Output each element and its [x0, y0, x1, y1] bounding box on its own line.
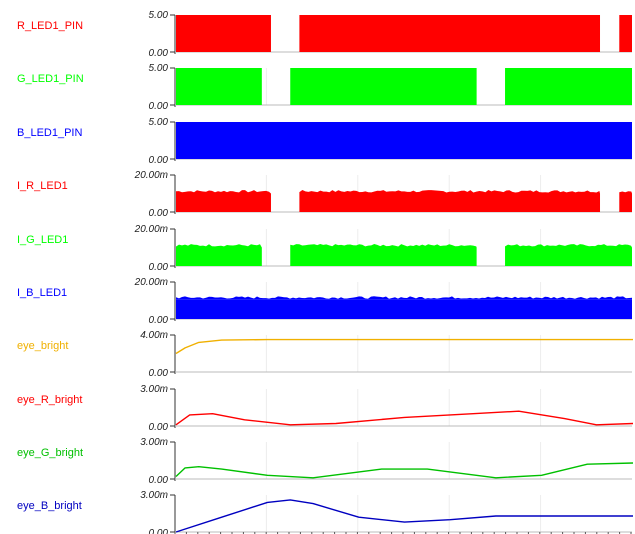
series-label-eye-g-bright: eye_G_bright [17, 447, 83, 459]
series-label-b-led1-pin: B_LED1_PIN [17, 127, 82, 139]
series-label-eye-r-bright: eye_R_bright [17, 394, 82, 406]
signal-block-r-led1-pin [176, 15, 271, 52]
tick-label-min: 0.00 [149, 475, 169, 486]
signal-ripple-i-g-led1 [176, 244, 262, 248]
tick-label-max: 20.00m [134, 277, 168, 288]
tick-label-max: 3.00m [140, 384, 168, 395]
tick-label-min: 0.00 [149, 155, 169, 166]
tick-label-max: 3.00m [140, 490, 168, 501]
series-label-g-led1-pin: G_LED1_PIN [17, 73, 84, 85]
signal-block-i-g-led1 [505, 247, 632, 266]
signal-ripple-i-r-led1 [176, 190, 271, 194]
tick-label-min: 0.00 [149, 528, 169, 534]
tick-label-max: 5.00 [149, 10, 169, 21]
series-label-r-led1-pin: R_LED1_PIN [17, 20, 83, 32]
signal-block-g-led1-pin [505, 68, 632, 105]
tick-label-max: 20.00m [134, 224, 168, 235]
signal-ripple-i-r-led1 [619, 191, 632, 194]
trace-eye-r-bright [175, 410, 634, 426]
tick-label-max: 5.00 [149, 117, 169, 128]
signal-block-g-led1-pin [176, 68, 262, 105]
signal-ripple-i-r-led1 [299, 190, 601, 194]
tick-label-max: 4.00m [140, 330, 168, 341]
signal-block-i-r-led1 [176, 193, 271, 212]
tick-label-min: 0.00 [149, 368, 169, 379]
signal-ripple-i-b-led1 [176, 296, 632, 300]
tick-label-min: 0.00 [149, 48, 169, 59]
signal-block-r-led1-pin [619, 15, 632, 52]
tick-label-min: 0.00 [149, 101, 169, 112]
trace-eye-g-bright [175, 462, 634, 479]
tick-label-max: 5.00 [149, 63, 169, 74]
series-label-eye-b-bright: eye_B_bright [17, 500, 82, 512]
signal-ripple-i-g-led1 [505, 244, 632, 248]
signal-block-i-g-led1 [290, 247, 477, 266]
tick-label-min: 0.00 [149, 208, 169, 219]
tick-label-max: 20.00m [134, 170, 168, 181]
series-label-i-g-led1: I_G_LED1 [17, 234, 68, 246]
signal-block-b-led1-pin [176, 122, 632, 159]
series-label-i-b-led1: I_B_LED1 [17, 287, 67, 299]
signal-block-i-g-led1 [176, 247, 262, 266]
signal-block-i-r-led1 [619, 193, 632, 212]
series-label-eye-bright: eye_bright [17, 340, 68, 352]
trace-eye-bright [175, 338, 633, 355]
tick-label-min: 0.00 [149, 262, 169, 273]
tick-label-min: 0.00 [149, 315, 169, 326]
trace-eye-b-bright [175, 499, 633, 533]
signal-block-r-led1-pin [299, 15, 601, 52]
tick-label-min: 0.00 [149, 422, 169, 433]
signal-block-i-r-led1 [299, 193, 601, 212]
signal-block-g-led1-pin [290, 68, 477, 105]
tick-label-max: 3.00m [140, 437, 168, 448]
series-label-i-r-led1: I_R_LED1 [17, 180, 68, 192]
signal-ripple-i-g-led1 [290, 244, 477, 248]
signal-block-i-b-led1 [176, 299, 632, 319]
